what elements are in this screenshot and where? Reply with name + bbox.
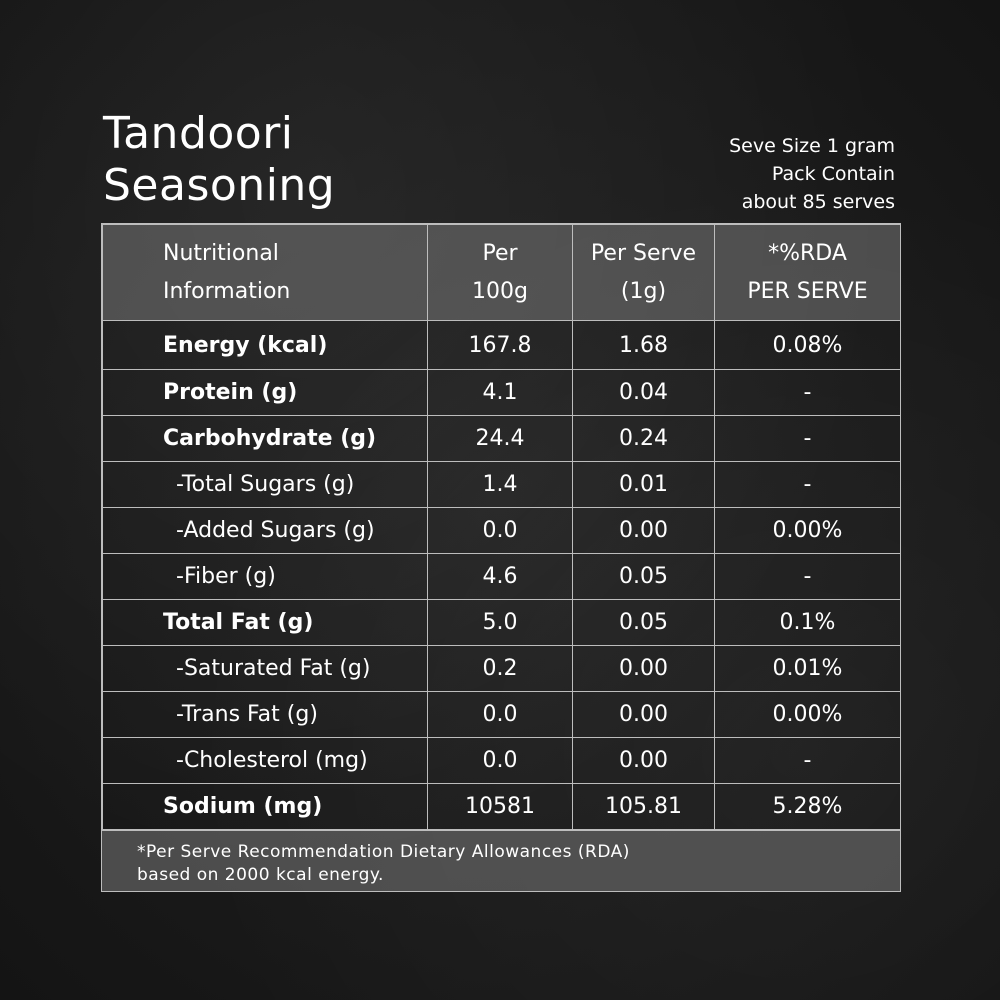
per-serve-value: 0.00 <box>572 507 715 554</box>
rda-value: 0.00% <box>714 691 901 738</box>
header-nutritional-information: Nutritional Information <box>102 224 428 321</box>
nutrition-table: Nutritional Information Per 100g Per Ser… <box>102 224 901 830</box>
table-header-row: Nutritional Information Per 100g Per Ser… <box>102 224 901 321</box>
table-row: Sodium (mg) 10581 105.81 5.28% <box>102 783 901 830</box>
per-100g-value: 4.6 <box>427 553 573 600</box>
rda-value: - <box>714 553 901 600</box>
nutrient-name: -Added Sugars (g) <box>102 507 428 554</box>
header-rda-per-serve: *%RDA PER SERVE <box>714 224 901 321</box>
nutrient-name: Sodium (mg) <box>102 783 428 830</box>
table-row: -Cholesterol (mg) 0.0 0.00 - <box>102 737 901 784</box>
rda-value: - <box>714 415 901 462</box>
product-title-line1: Tandoori <box>103 108 294 159</box>
rda-value: 0.00% <box>714 507 901 554</box>
nutrient-name: Total Fat (g) <box>102 599 428 646</box>
pack-contains: Pack Contain <box>771 163 895 185</box>
nutrient-name: Carbohydrate (g) <box>102 415 428 462</box>
header-line: 100g <box>472 278 528 304</box>
per-serve-value: 0.04 <box>572 369 715 416</box>
per-100g-value: 10581 <box>427 783 573 830</box>
nutrient-name: Energy (kcal) <box>102 320 428 370</box>
header-line: Per Serve <box>590 240 697 266</box>
rda-footnote: *Per Serve Recommendation Dietary Allowa… <box>102 830 900 891</box>
per-100g-value: 5.0 <box>427 599 573 646</box>
rda-value: 0.1% <box>714 599 901 646</box>
footnote-line: based on 2000 kcal energy. <box>137 865 384 885</box>
per-100g-value: 24.4 <box>427 415 573 462</box>
header-line: Per <box>482 240 518 266</box>
per-100g-value: 0.0 <box>427 507 573 554</box>
header-line: Information <box>163 278 291 304</box>
table-row: Carbohydrate (g) 24.4 0.24 - <box>102 415 901 462</box>
table-row: Protein (g) 4.1 0.04 - <box>102 369 901 416</box>
footnote-line: *Per Serve Recommendation Dietary Allowa… <box>137 842 630 862</box>
per-serve-value: 0.01 <box>572 461 715 508</box>
header-line: *%RDA <box>768 240 847 266</box>
per-100g-value: 1.4 <box>427 461 573 508</box>
per-100g-value: 4.1 <box>427 369 573 416</box>
table-row: -Added Sugars (g) 0.0 0.00 0.00% <box>102 507 901 554</box>
header-line: Nutritional <box>163 240 279 266</box>
serving-info: Seve Size 1 gram Pack Contain about 85 s… <box>729 132 895 216</box>
rda-value: - <box>714 369 901 416</box>
table-row: -Total Sugars (g) 1.4 0.01 - <box>102 461 901 508</box>
per-100g-value: 0.0 <box>427 691 573 738</box>
rda-value: - <box>714 461 901 508</box>
rda-value: 0.08% <box>714 320 901 370</box>
per-serve-value: 0.24 <box>572 415 715 462</box>
per-serve-value: 0.05 <box>572 553 715 600</box>
header-per-100g: Per 100g <box>427 224 573 321</box>
per-serve-value: 0.05 <box>572 599 715 646</box>
nutrient-name: -Fiber (g) <box>102 553 428 600</box>
product-title-line2: Seasoning <box>103 160 336 211</box>
nutrient-name: Protein (g) <box>102 369 428 416</box>
serving-size: Seve Size 1 gram <box>729 135 895 157</box>
header-line: (1g) <box>620 278 667 304</box>
table-row: -Trans Fat (g) 0.0 0.00 0.00% <box>102 691 901 738</box>
table-row: Energy (kcal) 167.8 1.68 0.08% <box>102 320 901 370</box>
nutrition-table-container: Nutritional Information Per 100g Per Ser… <box>101 223 901 892</box>
rda-value: 5.28% <box>714 783 901 830</box>
nutrient-name: -Cholesterol (mg) <box>102 737 428 784</box>
nutrient-name: -Saturated Fat (g) <box>102 645 428 692</box>
nutrient-name: -Trans Fat (g) <box>102 691 428 738</box>
serves-count: about 85 serves <box>741 191 895 213</box>
rda-value: 0.01% <box>714 645 901 692</box>
product-title: Tandoori Seasoning <box>103 108 335 212</box>
rda-value: - <box>714 737 901 784</box>
table-row: -Fiber (g) 4.6 0.05 - <box>102 553 901 600</box>
per-serve-value: 0.00 <box>572 737 715 784</box>
header-per-serve: Per Serve (1g) <box>572 224 715 321</box>
per-100g-value: 0.0 <box>427 737 573 784</box>
per-serve-value: 105.81 <box>572 783 715 830</box>
per-serve-value: 1.68 <box>572 320 715 370</box>
table-row: Total Fat (g) 5.0 0.05 0.1% <box>102 599 901 646</box>
table-row: -Saturated Fat (g) 0.2 0.00 0.01% <box>102 645 901 692</box>
header-line: PER SERVE <box>747 278 868 304</box>
per-serve-value: 0.00 <box>572 645 715 692</box>
per-100g-value: 167.8 <box>427 320 573 370</box>
per-serve-value: 0.00 <box>572 691 715 738</box>
per-100g-value: 0.2 <box>427 645 573 692</box>
nutrient-name: -Total Sugars (g) <box>102 461 428 508</box>
